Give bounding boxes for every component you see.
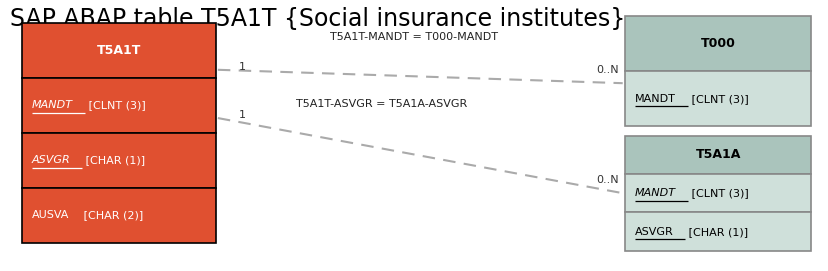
Text: [CHAR (2)]: [CHAR (2)] bbox=[80, 210, 143, 220]
FancyBboxPatch shape bbox=[624, 16, 810, 71]
FancyBboxPatch shape bbox=[624, 174, 810, 212]
Text: [CHAR (1)]: [CHAR (1)] bbox=[82, 155, 145, 165]
Text: T5A1A: T5A1A bbox=[695, 148, 740, 161]
Text: T5A1T: T5A1T bbox=[97, 44, 141, 57]
Text: MANDT: MANDT bbox=[634, 188, 676, 198]
FancyBboxPatch shape bbox=[22, 188, 216, 243]
Text: T5A1T-MANDT = T000-MANDT: T5A1T-MANDT = T000-MANDT bbox=[330, 32, 498, 42]
Text: MANDT [CLNT (3)]: MANDT [CLNT (3)] bbox=[634, 188, 736, 198]
Text: ASVGR: ASVGR bbox=[634, 227, 673, 237]
Text: ASVGR [CHAR (1)]: ASVGR [CHAR (1)] bbox=[634, 227, 736, 237]
Text: [CLNT (3)]: [CLNT (3)] bbox=[84, 100, 145, 110]
FancyBboxPatch shape bbox=[624, 136, 810, 174]
Text: 0..N: 0..N bbox=[595, 175, 618, 185]
Text: 1: 1 bbox=[238, 62, 245, 72]
Text: MANDT: MANDT bbox=[634, 93, 675, 104]
Text: T000: T000 bbox=[700, 37, 734, 50]
Text: T5A1T-ASVGR = T5A1A-ASVGR: T5A1T-ASVGR = T5A1A-ASVGR bbox=[296, 99, 466, 109]
Text: SAP ABAP table T5A1T {Social insurance institutes}: SAP ABAP table T5A1T {Social insurance i… bbox=[10, 7, 624, 31]
Text: ASVGR [CHAR (1)]: ASVGR [CHAR (1)] bbox=[32, 155, 133, 165]
Text: [CHAR (1)]: [CHAR (1)] bbox=[684, 227, 747, 237]
FancyBboxPatch shape bbox=[624, 71, 810, 126]
FancyBboxPatch shape bbox=[624, 212, 810, 251]
Text: MANDT: MANDT bbox=[32, 100, 73, 110]
Text: AUSVA [CHAR (2)]: AUSVA [CHAR (2)] bbox=[32, 210, 132, 220]
FancyBboxPatch shape bbox=[22, 23, 216, 78]
Text: 0..N: 0..N bbox=[595, 65, 618, 75]
FancyBboxPatch shape bbox=[22, 78, 216, 133]
Text: ASVGR: ASVGR bbox=[32, 155, 70, 165]
Text: [CLNT (3)]: [CLNT (3)] bbox=[687, 188, 748, 198]
Text: AUSVA: AUSVA bbox=[32, 210, 70, 220]
Text: MANDT [CLNT (3)]: MANDT [CLNT (3)] bbox=[32, 100, 133, 110]
FancyBboxPatch shape bbox=[22, 133, 216, 188]
Text: 1: 1 bbox=[238, 110, 245, 120]
Text: [CLNT (3)]: [CLNT (3)] bbox=[687, 93, 748, 104]
Text: MANDT [CLNT (3)]: MANDT [CLNT (3)] bbox=[634, 93, 736, 104]
